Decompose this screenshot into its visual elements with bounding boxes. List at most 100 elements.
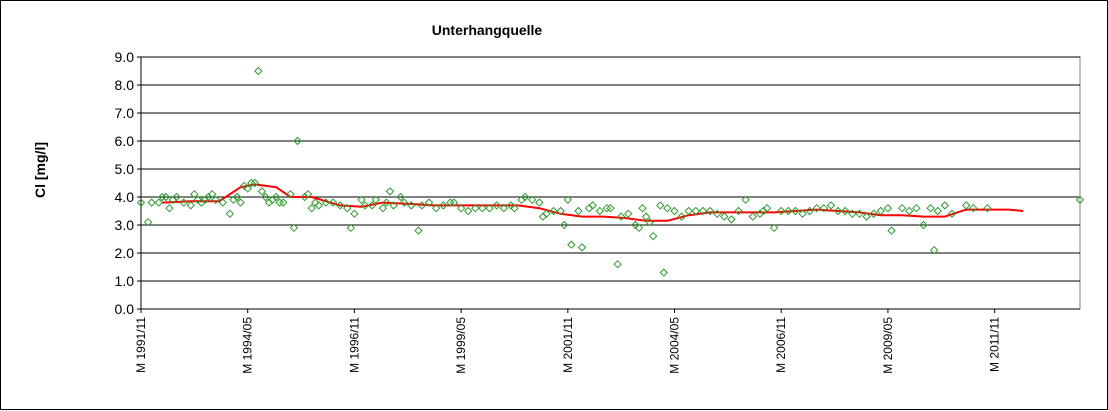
- data-point: [535, 198, 544, 207]
- data-point: [243, 184, 252, 193]
- data-point: [983, 203, 992, 213]
- data-point: [510, 203, 519, 213]
- data-point: [887, 226, 896, 235]
- data-point: [506, 201, 516, 210]
- data-point: [314, 201, 324, 210]
- data-point: [328, 198, 338, 207]
- data-point: [279, 198, 288, 207]
- data-point: [560, 220, 569, 230]
- data-point: [360, 201, 370, 210]
- data-point: [595, 206, 605, 216]
- trend-line-series: [162, 183, 1024, 222]
- data-point: [691, 206, 701, 216]
- data-point: [969, 203, 978, 213]
- data-point: [446, 198, 455, 207]
- data-point: [136, 198, 146, 207]
- data-point: [346, 223, 356, 233]
- data-point: [634, 223, 644, 233]
- data-point: [207, 189, 217, 199]
- data-point: [819, 203, 829, 213]
- data-point: [947, 209, 957, 219]
- data-point: [897, 203, 907, 213]
- data-point: [748, 212, 757, 221]
- data-point: [439, 201, 448, 210]
- data-point: [656, 201, 665, 210]
- data-point: [784, 206, 793, 216]
- data-point: [239, 181, 249, 191]
- y-tick-label: 1.0: [115, 273, 135, 289]
- data-point: [492, 201, 501, 210]
- data-point: [805, 206, 814, 216]
- data-point: [335, 201, 345, 210]
- data-point: [225, 209, 235, 219]
- data-point: [556, 206, 565, 216]
- data-point: [720, 212, 729, 221]
- data-point: [933, 206, 942, 216]
- data-point: [588, 201, 597, 210]
- data-point: [613, 259, 622, 269]
- data-point: [705, 206, 715, 216]
- x-tick-label: M 2009/05: [881, 317, 895, 374]
- x-tick-label: M 1996/11: [347, 317, 361, 373]
- data-point: [563, 195, 573, 205]
- data-point: [698, 206, 708, 216]
- data-point: [663, 203, 672, 213]
- data-point: [567, 240, 576, 249]
- y-tick-label: 7.0: [115, 105, 135, 121]
- data-point: [727, 215, 736, 224]
- data-point: [855, 209, 864, 219]
- data-point: [929, 245, 939, 255]
- data-point: [631, 220, 640, 230]
- data-point: [236, 198, 245, 207]
- data-point: [741, 195, 750, 205]
- data-point: [499, 203, 509, 213]
- data-point: [919, 220, 928, 230]
- data-point: [218, 198, 228, 207]
- data-point: [577, 243, 587, 252]
- y-tick-label: 2.0: [115, 245, 135, 261]
- data-point: [812, 203, 822, 213]
- data-point: [734, 206, 743, 216]
- data-point: [343, 203, 352, 213]
- data-point: [414, 226, 423, 235]
- data-point: [286, 189, 295, 199]
- data-point: [616, 212, 626, 221]
- data-point: [520, 192, 530, 202]
- data-point: [382, 198, 391, 207]
- data-point: [670, 206, 679, 216]
- data-point: [641, 212, 651, 221]
- data-point: [275, 198, 284, 207]
- plot-area: [140, 56, 1081, 310]
- data-point: [485, 203, 494, 213]
- data-point: [645, 217, 654, 227]
- data-point: [357, 195, 366, 205]
- data-point: [396, 192, 405, 202]
- data-point: [350, 209, 359, 219]
- data-point: [574, 206, 583, 216]
- data-point: [638, 203, 647, 213]
- data-point: [471, 203, 480, 213]
- data-point: [684, 206, 693, 216]
- y-axis-label: Cl [mg/l]: [32, 142, 48, 198]
- data-point: [257, 187, 267, 196]
- data-point: [143, 217, 153, 227]
- x-tick-label: M 2011/11: [988, 317, 1002, 372]
- data-point: [371, 195, 380, 205]
- data-point: [926, 203, 935, 213]
- data-point: [862, 212, 871, 221]
- data-point: [606, 203, 615, 213]
- data-point: [179, 198, 188, 207]
- data-point: [303, 189, 313, 199]
- data-point: [841, 206, 850, 216]
- y-axis-ticks: 0.0 1.0 2.0 3.0 4.0 5.0 6.0 7.0 8.0 9.0: [115, 49, 142, 317]
- data-point: [542, 209, 551, 219]
- data-point: [407, 201, 416, 210]
- data-point: [449, 198, 459, 207]
- data-point: [769, 223, 779, 233]
- data-point: [193, 195, 203, 205]
- data-point: [211, 195, 220, 205]
- data-point: [232, 192, 242, 202]
- data-point: [549, 206, 558, 216]
- scatter-series: [136, 66, 1085, 277]
